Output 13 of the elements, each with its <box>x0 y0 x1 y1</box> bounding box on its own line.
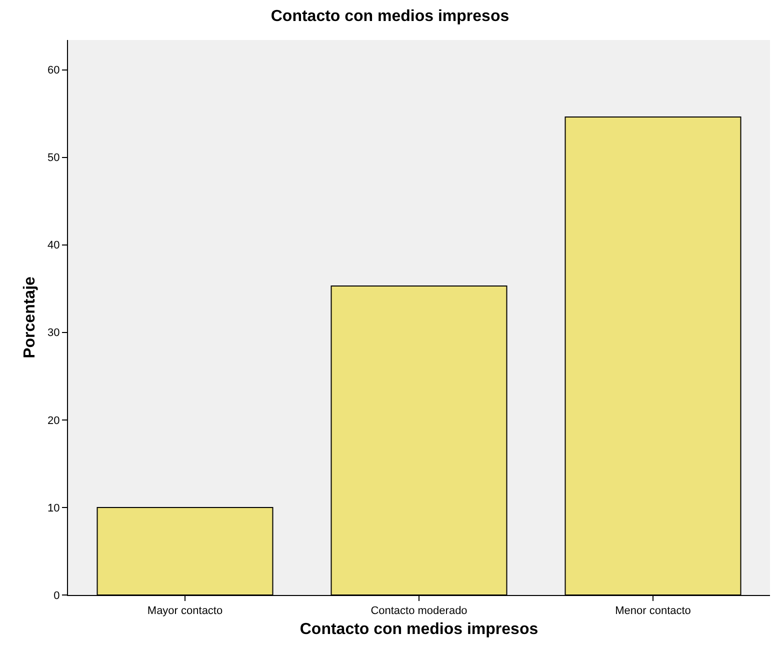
y-tick-label: 30 <box>48 327 60 340</box>
x-axis-title: Contacto con medios impresos <box>300 620 538 638</box>
y-tick-label: 40 <box>48 240 60 252</box>
y-tick-label: 10 <box>48 502 60 514</box>
x-tick-label: Mayor contacto <box>147 605 223 618</box>
y-axis-title: Porcentaje <box>21 276 38 358</box>
y-tick-label: 0 <box>54 590 60 602</box>
y-tick-label: 50 <box>48 152 60 164</box>
y-tick-label: 60 <box>48 64 60 77</box>
x-tick-label: Contacto moderado <box>370 605 468 618</box>
x-tick-label: Menor contacto <box>615 605 691 618</box>
y-tick-label: 20 <box>48 414 60 427</box>
chart-title: Contacto con medios impresos <box>270 8 510 25</box>
